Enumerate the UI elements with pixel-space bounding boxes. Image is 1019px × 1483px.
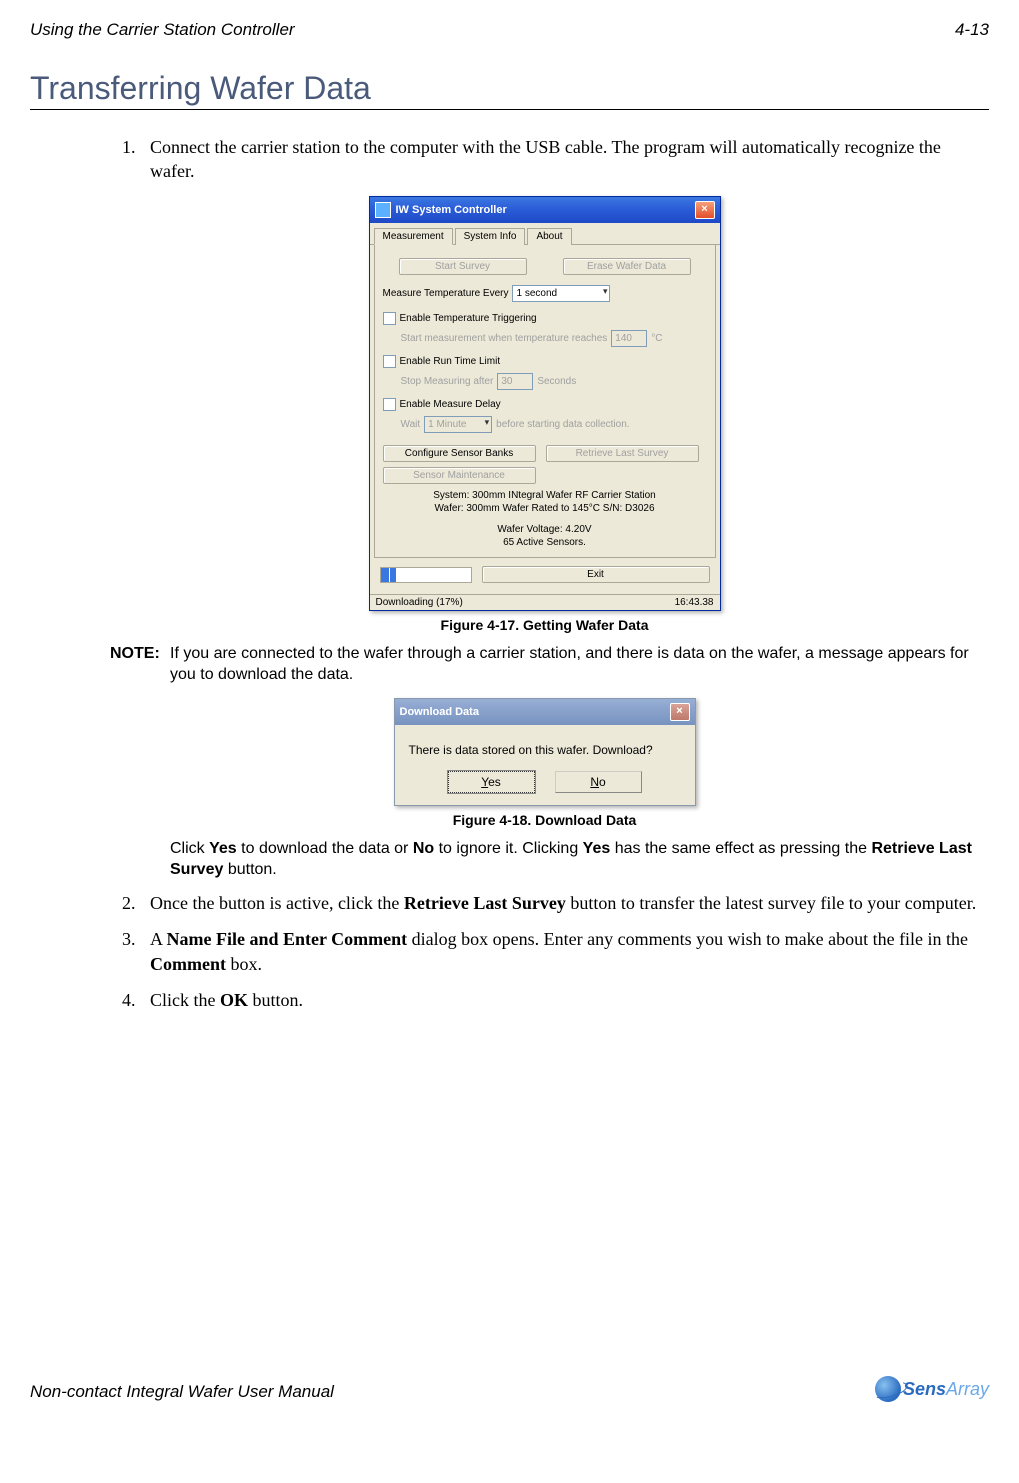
figure-1-caption: Figure 4-17. Getting Wafer Data [110, 617, 979, 633]
step-1: Connect the carrier station to the compu… [140, 135, 979, 184]
trigger-unit-label: °C [651, 333, 662, 344]
download-dialog: Download Data × There is data stored on … [394, 698, 696, 806]
tab-about[interactable]: About [527, 228, 571, 245]
progress-bar [380, 567, 472, 583]
note-continuation: Click Yes to download the data or No to … [170, 838, 979, 881]
iw-window: IW System Controller × Measurement Syste… [369, 196, 721, 611]
logo-text-1: Sens [903, 1379, 946, 1399]
tab-measurement[interactable]: Measurement [374, 228, 453, 245]
triggering-label: Enable Temperature Triggering [400, 313, 537, 324]
footer-text: Non-contact Integral Wafer User Manual [30, 1382, 334, 1402]
configure-sensor-banks-button[interactable]: Configure Sensor Banks [383, 445, 536, 462]
main-heading: Transferring Wafer Data [30, 70, 989, 110]
trigger-reach-label: Start measurement when temperature reach… [401, 333, 608, 344]
dlg-message: There is data stored on this wafer. Down… [409, 743, 681, 757]
trigger-temp-input[interactable]: 140 [611, 330, 647, 347]
dlg-titlebar[interactable]: Download Data × [395, 699, 695, 725]
delay-input[interactable]: 1 Minute [424, 416, 492, 433]
system-info-text: System: 300mm INtegral Wafer RF Carrier … [383, 489, 707, 549]
runtime-input[interactable]: 30 [497, 373, 533, 390]
checkbox-triggering[interactable] [383, 312, 396, 325]
progress-fill [381, 568, 396, 582]
checkbox-runtime[interactable] [383, 355, 396, 368]
stop-after-label: Stop Measuring after [401, 376, 494, 387]
header-right: 4-13 [955, 20, 989, 40]
sensor-maintenance-button[interactable]: Sensor Maintenance [383, 467, 536, 484]
erase-wafer-button[interactable]: Erase Wafer Data [563, 258, 691, 275]
runtime-label: Enable Run Time Limit [400, 356, 501, 367]
start-survey-button[interactable]: Start Survey [399, 258, 527, 275]
header-left: Using the Carrier Station Controller [30, 20, 295, 40]
status-bar: Downloading (17%) 16:43.38 [370, 594, 720, 610]
yes-button[interactable]: Yes [448, 771, 535, 793]
delay-label: Enable Measure Delay [400, 399, 501, 410]
tab-bar: Measurement System Info About [370, 223, 720, 245]
logo: SensArray [875, 1376, 989, 1402]
logo-text-2: Array [946, 1379, 989, 1399]
exit-button[interactable]: Exit [482, 566, 710, 583]
wait-label: Wait [401, 419, 421, 430]
figure-2: Download Data × There is data stored on … [110, 698, 979, 806]
step-2: Once the button is active, click the Ret… [140, 891, 979, 915]
no-button[interactable]: No [555, 771, 642, 793]
app-icon [375, 202, 391, 218]
step-3: A Name File and Enter Comment dialog box… [140, 927, 979, 976]
delay-post-label: before starting data collection. [496, 419, 629, 430]
measure-every-label: Measure Temperature Every [383, 288, 509, 299]
logo-icon [875, 1376, 901, 1402]
note-label: NOTE: [110, 643, 170, 686]
step-4: Click the OK button. [140, 988, 979, 1012]
dlg-close-icon[interactable]: × [670, 703, 690, 721]
status-left: Downloading (17%) [376, 597, 463, 608]
window-title: IW System Controller [396, 204, 507, 216]
measure-every-input[interactable]: 1 second [512, 285, 610, 302]
note-text: If you are connected to the wafer throug… [170, 643, 979, 686]
figure-2-caption: Figure 4-18. Download Data [110, 812, 979, 828]
dlg-title: Download Data [400, 706, 479, 718]
figure-1: IW System Controller × Measurement Syste… [110, 196, 979, 611]
checkbox-delay[interactable] [383, 398, 396, 411]
close-icon[interactable]: × [695, 201, 715, 219]
tab-system-info[interactable]: System Info [455, 228, 526, 245]
runtime-unit-label: Seconds [537, 376, 576, 387]
status-right: 16:43.38 [675, 597, 714, 608]
retrieve-last-survey-button[interactable]: Retrieve Last Survey [546, 445, 699, 462]
panel-measurement: Start Survey Erase Wafer Data Measure Te… [374, 245, 716, 558]
titlebar[interactable]: IW System Controller × [370, 197, 720, 223]
